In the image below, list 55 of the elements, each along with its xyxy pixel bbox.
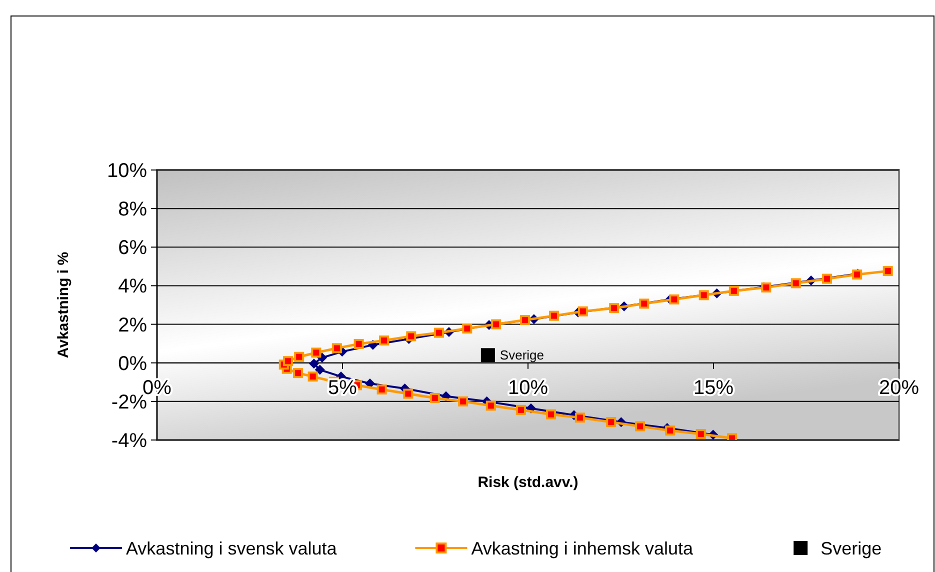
point bbox=[635, 421, 646, 432]
point bbox=[698, 290, 709, 300]
point bbox=[696, 429, 706, 440]
point bbox=[480, 348, 495, 362]
annotation: Sverige bbox=[500, 348, 544, 363]
point bbox=[609, 303, 620, 314]
point bbox=[308, 358, 319, 369]
legend-label: Avkastning i svensk valuta bbox=[126, 538, 338, 558]
point bbox=[282, 356, 293, 366]
point bbox=[379, 335, 390, 346]
point bbox=[665, 426, 676, 436]
point bbox=[294, 352, 304, 362]
point bbox=[462, 324, 472, 334]
point bbox=[354, 338, 364, 349]
point bbox=[520, 315, 530, 326]
point bbox=[728, 286, 739, 296]
point bbox=[606, 417, 616, 428]
legend-label: Sverige bbox=[820, 538, 882, 558]
y-tick-label: 4% bbox=[118, 276, 148, 298]
point bbox=[790, 278, 801, 288]
y-tick-label: 6% bbox=[118, 237, 148, 260]
legend-label: Avkastning i inhemsk valuta bbox=[471, 538, 694, 558]
point bbox=[491, 319, 502, 330]
y-tick-label: 0% bbox=[118, 352, 148, 375]
point bbox=[430, 392, 440, 403]
point bbox=[308, 372, 318, 382]
point bbox=[669, 294, 680, 304]
point bbox=[311, 348, 322, 358]
y-tick-label: 10% bbox=[106, 160, 148, 182]
y-tick-label: 8% bbox=[118, 198, 148, 221]
point bbox=[639, 298, 650, 309]
x-tick-label: 15% bbox=[693, 376, 734, 399]
y-tick-label: -4% bbox=[111, 430, 148, 452]
point bbox=[578, 306, 588, 316]
point bbox=[486, 400, 496, 411]
x-tick-label: 20% bbox=[878, 376, 920, 399]
point bbox=[574, 412, 585, 423]
point bbox=[822, 274, 832, 284]
point bbox=[434, 328, 444, 338]
point bbox=[546, 409, 556, 420]
point bbox=[516, 404, 526, 415]
point bbox=[882, 266, 893, 276]
point bbox=[403, 388, 414, 399]
point bbox=[761, 282, 772, 292]
point bbox=[376, 384, 387, 394]
y-axis-title: Avkastning i % bbox=[55, 252, 72, 358]
point bbox=[406, 331, 416, 342]
point bbox=[292, 368, 303, 378]
x-tick-label: 10% bbox=[508, 376, 548, 399]
x-axis-title: Risk (std.avv.) bbox=[478, 474, 578, 491]
y-tick-label: 2% bbox=[118, 314, 148, 336]
point bbox=[548, 310, 559, 321]
point bbox=[458, 396, 468, 406]
point bbox=[314, 364, 325, 375]
point bbox=[332, 343, 342, 354]
